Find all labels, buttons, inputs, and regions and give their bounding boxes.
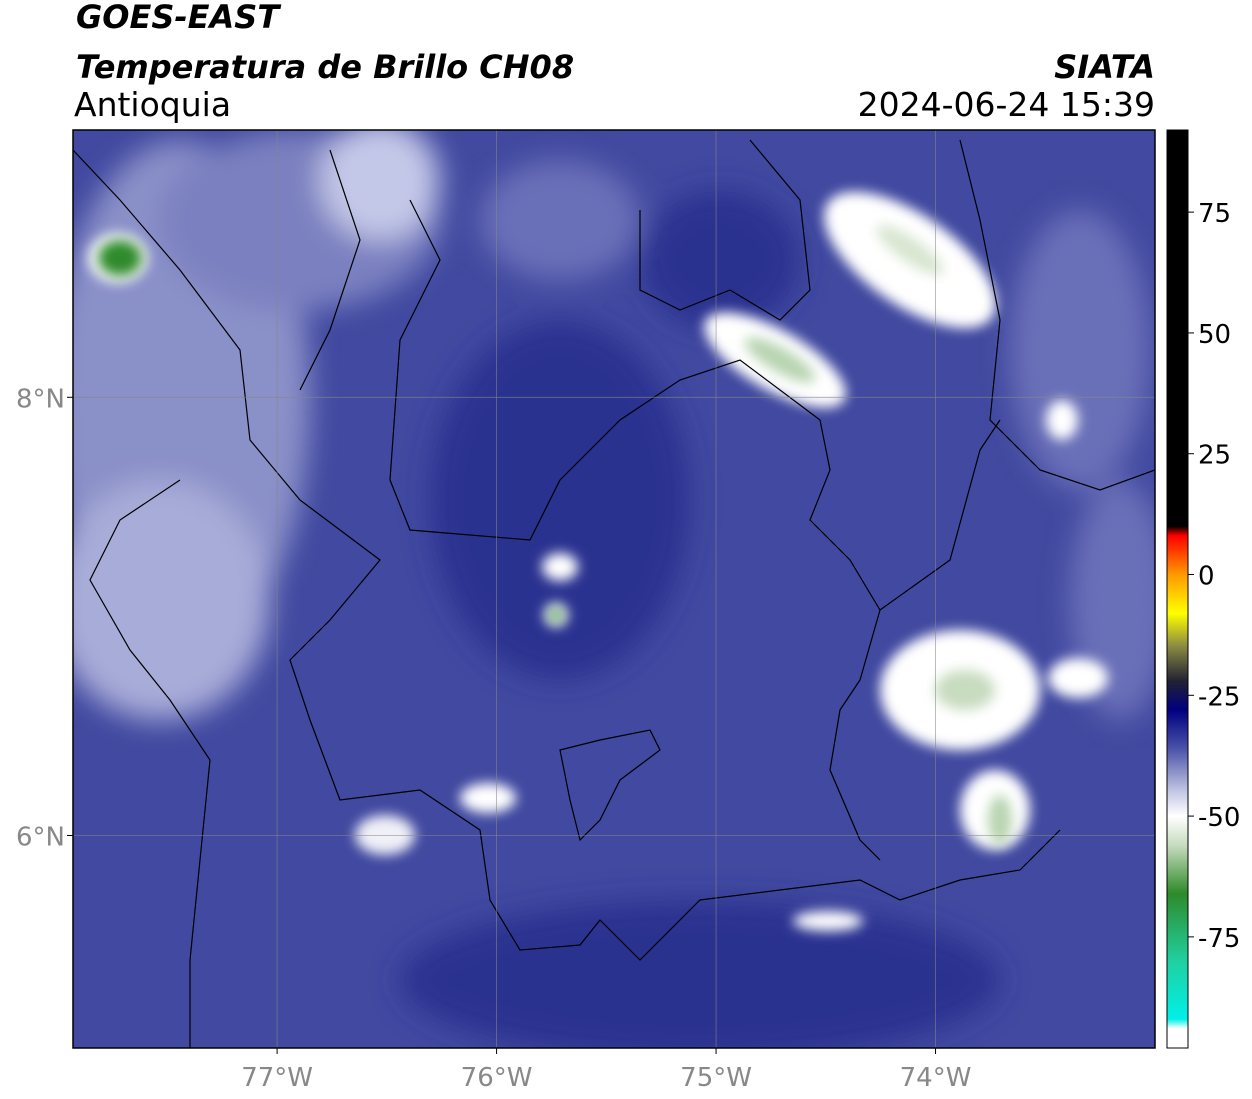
region: Antioquia: [74, 85, 231, 124]
map-frame: [72, 129, 1156, 1049]
colorbar-tick-label: 75: [1198, 199, 1231, 229]
x-tick-label: 74°W: [900, 1063, 972, 1093]
colorbar-tick-label: 50: [1198, 320, 1231, 350]
grid: [73, 130, 1155, 1048]
y-tick-label: 6°N: [16, 822, 65, 852]
x-tick-label: 76°W: [461, 1063, 533, 1093]
colorbar-tick-label: -25: [1198, 682, 1240, 712]
source: SIATA: [1054, 48, 1155, 86]
x-tick-label: 77°W: [241, 1063, 313, 1093]
colorbar-tick-label: -75: [1198, 924, 1240, 954]
map-field: [73, 130, 1155, 1048]
colorbar: [1166, 129, 1189, 1049]
colorbar-tick-label: 25: [1198, 441, 1231, 471]
datetime: 2024-06-24 15:39: [858, 85, 1155, 124]
colorbar-tick-label: 0: [1198, 562, 1215, 592]
title: GOES-EAST: [76, 0, 281, 36]
colorbar-tick-label: -50: [1198, 803, 1240, 833]
y-tick-label: 8°N: [16, 384, 65, 414]
subtitle: Temperatura de Brillo CH08: [76, 48, 574, 86]
x-tick-label: 75°W: [680, 1063, 752, 1093]
